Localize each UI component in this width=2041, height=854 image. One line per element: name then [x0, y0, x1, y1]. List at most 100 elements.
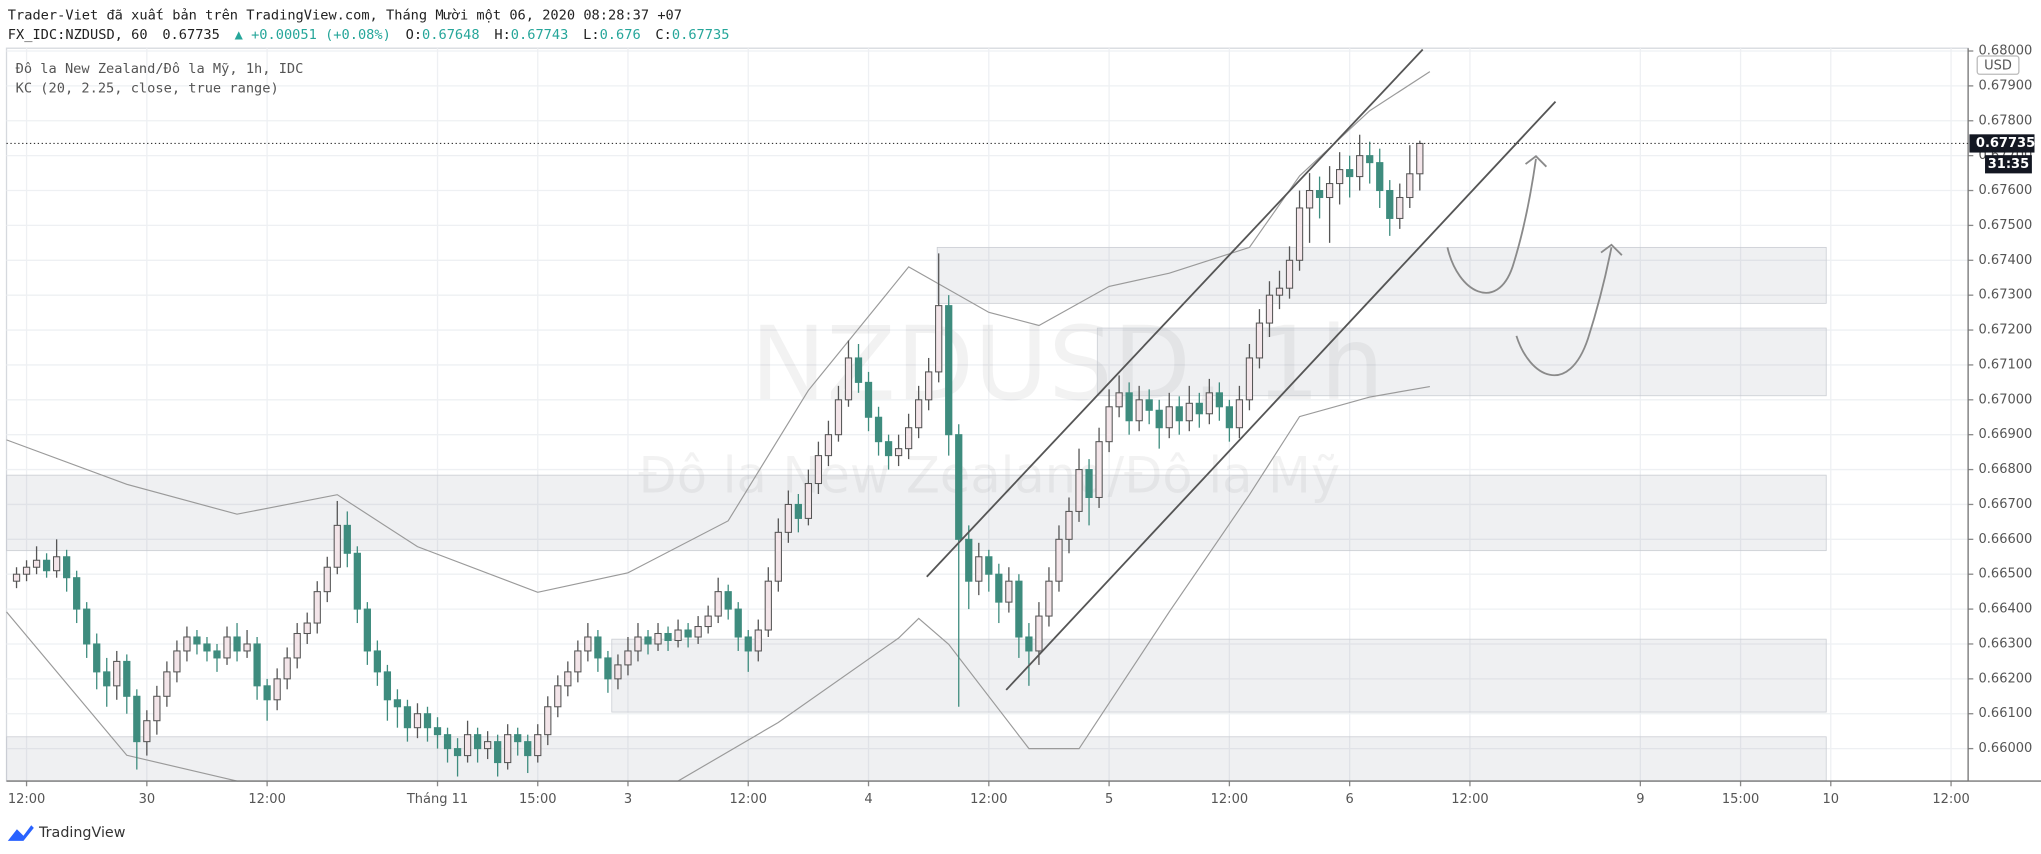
candle-body	[353, 552, 361, 610]
candle-body	[123, 660, 131, 697]
x-tick-label: 10	[1823, 792, 1840, 807]
candle-body	[734, 608, 742, 638]
candle-body	[103, 671, 111, 687]
candle-body	[534, 734, 542, 757]
y-tick-label: 0.66200	[1979, 671, 2033, 686]
candle-body	[684, 629, 692, 638]
y-tick-label: 0.68000	[1979, 44, 2033, 59]
candle-body	[433, 727, 442, 736]
candle-body	[1295, 207, 1304, 261]
candle-body	[22, 566, 31, 575]
axes: 0.66000 0.66100 0.66200 0.66300 0.66400 0.665…	[6, 44, 2041, 807]
y-tick-label: 0.67600	[1979, 183, 2033, 198]
candle-body	[864, 381, 873, 418]
ohlc-label: H:	[494, 27, 510, 43]
candle-body	[1346, 169, 1354, 178]
candle-body	[514, 734, 522, 743]
candle-body	[263, 685, 271, 701]
candle-body	[604, 657, 612, 680]
candle-body	[1416, 142, 1424, 175]
candle-body	[193, 636, 201, 645]
y-tick-label: 0.67000	[1979, 392, 2033, 407]
y-tick-label: 0.66500	[1979, 567, 2033, 582]
candle-body	[1366, 155, 1374, 164]
candle-body	[834, 399, 843, 436]
grid	[5, 47, 1969, 782]
candle-body	[1275, 287, 1284, 296]
candle-body	[1406, 173, 1414, 199]
candle-body	[634, 636, 642, 652]
candle-body	[213, 650, 221, 659]
candle-body	[744, 636, 752, 652]
zone	[1096, 327, 1827, 397]
x-tick-label: 12:00	[1451, 792, 1488, 807]
arrow	[1515, 247, 1613, 377]
candle-body	[814, 455, 823, 485]
close-value: 0.67735	[672, 27, 730, 43]
brand-logo	[7, 825, 34, 841]
candle-body	[323, 566, 331, 593]
candle-body	[524, 741, 532, 757]
y-tick-label: 0.67400	[1979, 253, 2033, 268]
change: ▲ +0.00051 (+0.08%)	[235, 27, 391, 43]
candle-body	[343, 524, 351, 554]
candle-body	[363, 608, 371, 652]
candle-body	[674, 629, 682, 642]
candle-body	[925, 371, 933, 401]
x-tick-label: 6	[1346, 792, 1354, 807]
candle-body	[1376, 162, 1384, 192]
candle-body	[574, 650, 582, 673]
x-tick-label: 12:00	[970, 792, 1007, 807]
brand: TradingView	[38, 825, 126, 841]
drawings	[926, 48, 1623, 691]
candle-body	[704, 615, 712, 628]
candle-body	[1005, 580, 1013, 603]
candle-body	[1075, 469, 1083, 512]
candle-body	[133, 695, 141, 743]
x-tick-label: 12:00	[730, 792, 767, 807]
candle-body	[373, 650, 382, 673]
x-tick-label: 4	[864, 792, 872, 807]
candle-body	[1125, 392, 1133, 422]
candle-body	[223, 636, 231, 659]
candle-body	[73, 577, 81, 610]
candle-body	[1225, 406, 1234, 429]
candle-body	[453, 748, 462, 757]
candle-body	[995, 573, 1003, 603]
candle-body	[664, 632, 672, 642]
y-tick-label: 0.66100	[1979, 706, 2033, 721]
candle-body	[1105, 406, 1113, 443]
trend-line	[1005, 100, 1557, 691]
candle-body	[173, 650, 181, 673]
candle-body	[1085, 469, 1093, 498]
y-tick-label: 0.67300	[1979, 288, 2033, 303]
candle-body	[313, 591, 321, 624]
candle-body	[153, 695, 161, 722]
candle-body	[413, 713, 422, 729]
arrow-head	[1600, 243, 1623, 256]
candle-body	[273, 678, 281, 701]
candle-body	[1386, 190, 1394, 219]
candle-body	[93, 643, 101, 673]
candle-body	[554, 685, 562, 708]
candle-body	[624, 650, 632, 666]
candle-body	[854, 357, 863, 383]
candle-body	[393, 699, 402, 708]
x-tick-label: 15:00	[519, 792, 556, 807]
x-tick-label: 5	[1105, 792, 1113, 807]
ohlc-label: C:	[655, 27, 671, 43]
candle-body	[1165, 406, 1173, 429]
candle-body	[1285, 259, 1294, 289]
candle-body	[955, 434, 963, 540]
candle-body	[283, 657, 291, 680]
symbol-line: FX_IDC:NZDUSD, 60 0.67735 ▲ +0.00051 (+0…	[8, 27, 730, 43]
last-price-box	[1969, 134, 2035, 153]
candle-body	[894, 448, 903, 457]
candle-body	[594, 636, 602, 659]
candle-body	[1235, 399, 1244, 429]
candle-body	[1095, 441, 1103, 498]
candle-body	[42, 559, 51, 572]
candle-body	[1356, 155, 1364, 178]
x-tick-label: 15:00	[1722, 792, 1759, 807]
candle-body	[945, 305, 953, 436]
